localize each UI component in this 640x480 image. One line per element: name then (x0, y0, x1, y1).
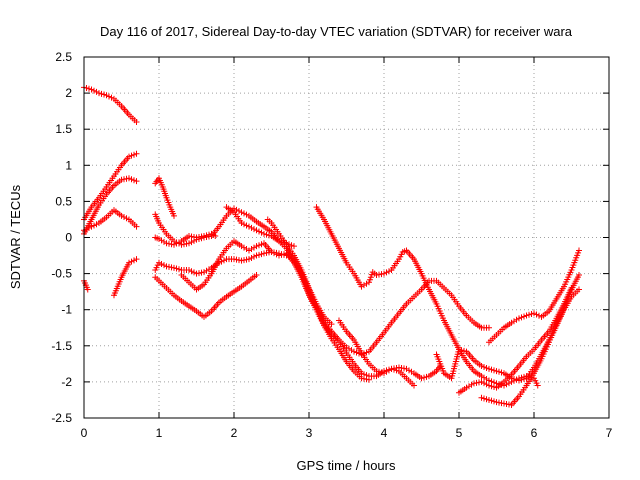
series-arc-c2 (264, 216, 335, 328)
series-arc-c4 (336, 317, 417, 389)
series-arc-a6 (111, 256, 140, 299)
data-point (253, 272, 260, 279)
x-tick-label: 1 (156, 426, 163, 440)
data-point (212, 233, 219, 240)
series-arc-d4 (478, 286, 582, 409)
series-arc-d2 (456, 285, 575, 396)
data-point (366, 279, 372, 286)
y-tick-label: -1 (61, 303, 72, 317)
x-axis-label: GPS time / hours (297, 458, 396, 473)
y-tick-label: 1.5 (55, 122, 72, 136)
data-point (171, 212, 177, 219)
x-tick-label: 6 (531, 426, 538, 440)
series-arc-b5 (152, 272, 260, 320)
series-arc-b4 (152, 248, 372, 383)
data-point (576, 272, 582, 279)
x-tick-label: 4 (381, 426, 388, 440)
data-point (328, 321, 335, 328)
series-arc-b2 (152, 205, 444, 382)
data-point (133, 150, 140, 157)
series-arc-a2 (81, 277, 91, 293)
axis-ticks (83, 56, 610, 419)
x-tick-label: 5 (456, 426, 463, 440)
series-arc-b1 (152, 175, 177, 219)
data-point (411, 382, 417, 389)
x-tick-label: 0 (81, 426, 88, 440)
y-tick-label: -0.5 (51, 267, 72, 281)
data-point (291, 243, 297, 250)
x-tick-label: 7 (606, 426, 613, 440)
y-tick-label: 0.5 (55, 194, 72, 208)
y-tick-label: -2 (61, 375, 72, 389)
data-point (366, 276, 373, 283)
data-point (576, 286, 582, 293)
data-point (133, 223, 140, 230)
y-tick-label: 2.5 (55, 50, 72, 64)
y-tick-label: 1 (65, 158, 72, 172)
series-arc-a5 (81, 207, 140, 234)
data-point (133, 256, 140, 263)
series-arc-b3 (152, 230, 219, 248)
data-point (534, 382, 541, 389)
series-arc-a1 (81, 84, 140, 125)
series-arc-a3 (81, 150, 140, 223)
data-marks (81, 84, 582, 409)
data-point (133, 178, 140, 185)
data-point (84, 286, 91, 293)
x-tick-label: 2 (231, 426, 238, 440)
x-tick-label: 3 (306, 426, 313, 440)
data-point (568, 285, 575, 292)
tick-labels: 0 1 2 3 4 5 6 7 2.5 2 1.5 1 0.5 0 -0.5 -1 -1.5 -2 -2.5 (51, 50, 612, 440)
grid-lines (84, 57, 609, 418)
y-tick-label: -2.5 (51, 411, 72, 425)
y-tick-label: 0 (65, 231, 72, 245)
data-point (367, 274, 374, 281)
series-arc-d3 (486, 247, 582, 346)
y-tick-label: 2 (65, 86, 72, 100)
data-point (576, 247, 582, 254)
chart-title: Day 116 of 2017, Sidereal Day-to-day VTE… (100, 24, 573, 39)
y-axis-label: SDTVAR / TECUs (8, 184, 23, 289)
data-point (133, 118, 140, 125)
data-point (486, 324, 492, 331)
data-point (366, 376, 372, 383)
y-tick-label: -1.5 (51, 339, 72, 353)
